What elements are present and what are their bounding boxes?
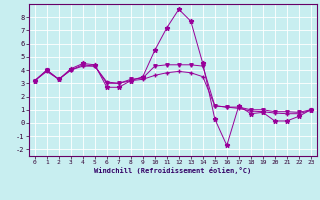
X-axis label: Windchill (Refroidissement éolien,°C): Windchill (Refroidissement éolien,°C) — [94, 167, 252, 174]
